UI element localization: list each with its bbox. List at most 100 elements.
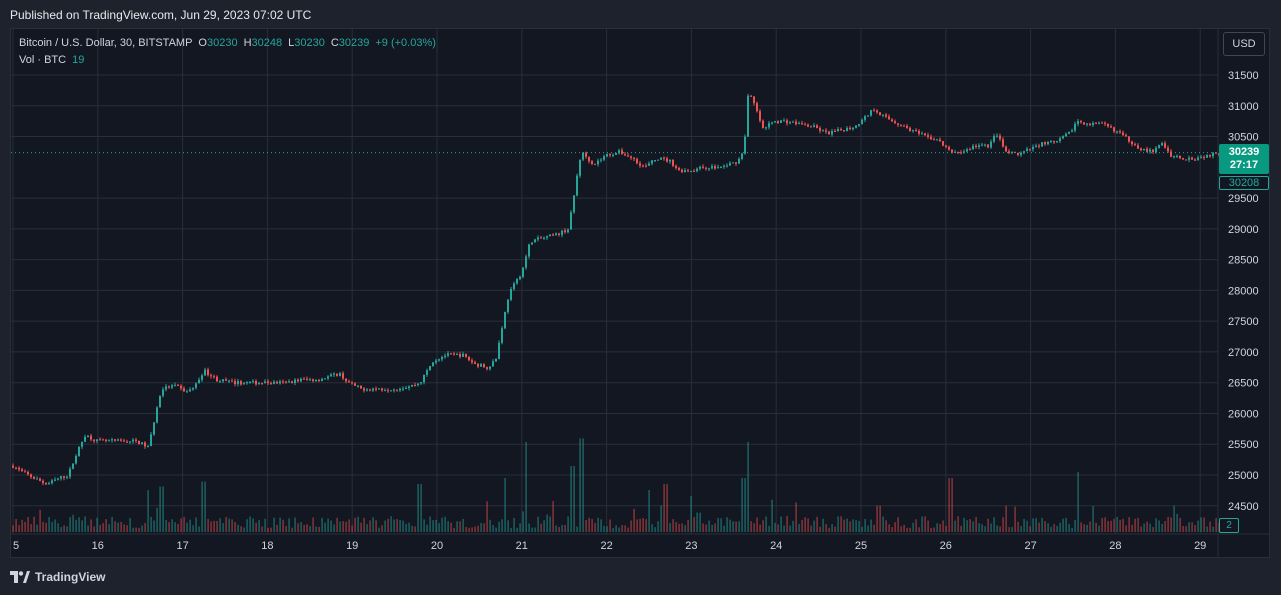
legend-symbol[interactable]: Bitcoin / U.S. Dollar, 30, BITSTAMP	[19, 37, 193, 49]
candle-body	[357, 385, 359, 387]
volume-bar	[1044, 521, 1046, 532]
candle-body	[423, 374, 425, 383]
candle-body	[1008, 151, 1010, 154]
candle-body	[696, 168, 698, 172]
volume-bar	[765, 516, 767, 532]
candle-body	[723, 165, 725, 167]
volume-bar	[231, 519, 233, 532]
candle-body	[549, 234, 551, 237]
candle-body	[174, 384, 176, 386]
volume-bar	[507, 520, 509, 532]
volume-bar	[984, 526, 986, 532]
candle-body	[435, 360, 437, 363]
volume-bar	[246, 519, 248, 532]
volume-bar	[1095, 522, 1097, 532]
volume-bar	[408, 522, 410, 532]
volume-bar	[165, 520, 167, 532]
price-chart-svg[interactable]: 5 16 17 18 19 20 21 22 23 24 25 26 27 28 29 31500 31000 3…	[11, 29, 1269, 557]
brand-name: TradingView	[35, 570, 106, 584]
volume-bar	[690, 496, 692, 532]
candle-body	[930, 136, 932, 140]
chart-frame[interactable]: 5 16 17 18 19 20 21 22 23 24 25 26 27 28 29 31500 31000 3…	[10, 28, 1270, 558]
volume-bar	[801, 519, 803, 532]
volume-bar	[315, 526, 317, 532]
candle-body	[1134, 144, 1136, 146]
volume-bar	[432, 520, 434, 532]
volume-bar	[168, 522, 170, 532]
volume-bar	[702, 523, 704, 532]
volume-bar	[804, 517, 806, 532]
volume-bar	[732, 521, 734, 532]
volume-bar	[846, 518, 848, 532]
candle-body	[657, 159, 659, 161]
volume-bar	[573, 466, 575, 532]
volume-bar	[645, 519, 647, 532]
candle-body	[1149, 149, 1151, 152]
candle-body	[573, 195, 575, 213]
legend-volume-value: 19	[72, 54, 85, 66]
volume-bar	[252, 518, 254, 532]
candle-body	[1047, 141, 1049, 145]
volume-bar	[372, 517, 374, 532]
candle-body	[972, 145, 974, 150]
volume-bar	[1125, 525, 1127, 532]
volume-bar	[762, 520, 764, 532]
candle-body	[105, 439, 107, 441]
volume-bar	[24, 521, 26, 532]
candle-body	[189, 389, 191, 392]
candle-body	[894, 121, 896, 124]
volume-bar	[555, 525, 557, 532]
volume-bar	[1209, 521, 1211, 532]
candle-body	[888, 116, 890, 120]
currency-button[interactable]: USD	[1223, 32, 1265, 56]
volume-bar	[897, 517, 899, 532]
candle-body	[366, 389, 368, 391]
candle-body	[999, 135, 1001, 140]
brand[interactable]: TradingView	[10, 570, 105, 584]
candle-body	[414, 385, 416, 387]
candle-body	[456, 354, 458, 356]
candle-body	[114, 439, 116, 441]
legend-high-value: 30248	[251, 37, 283, 49]
x-tick-label: 18	[261, 540, 273, 552]
candle-body	[1080, 121, 1082, 123]
volume-bar	[192, 525, 194, 532]
candle-body	[942, 141, 944, 146]
volume-bar	[834, 526, 836, 532]
candle-body	[666, 158, 668, 162]
volume-bar	[921, 516, 923, 532]
volume-bar	[714, 523, 716, 532]
candle-body	[402, 388, 404, 390]
candle-body	[57, 478, 59, 480]
volume-bar	[915, 519, 917, 532]
candle-body	[846, 127, 848, 132]
volume-bar	[906, 527, 908, 532]
volume-bar	[417, 484, 419, 532]
candle-body	[474, 362, 476, 364]
volume-bar	[1050, 526, 1052, 532]
volume-bar	[177, 523, 179, 532]
candle-body	[147, 445, 149, 447]
volume-bar	[297, 523, 299, 532]
candle-body	[1041, 142, 1043, 147]
candle-body	[864, 116, 866, 120]
volume-bar	[1107, 520, 1109, 532]
y-tick-label: 26000	[1228, 408, 1259, 420]
volume-bar	[132, 527, 134, 532]
volume-bar	[822, 518, 824, 532]
volume-bar	[504, 478, 506, 532]
volume-bar	[117, 522, 119, 532]
volume-bar	[1212, 526, 1214, 532]
candle-body	[285, 381, 287, 383]
volume-bar	[909, 527, 911, 532]
candle-body	[1164, 143, 1166, 148]
volume-bar	[462, 518, 464, 532]
volume-bar	[381, 525, 383, 532]
volume-bar	[264, 518, 266, 532]
y-tick-label: 26500	[1228, 378, 1259, 390]
volume-bar	[963, 517, 965, 532]
candle-body	[552, 234, 554, 236]
candle-body	[72, 463, 74, 469]
volume-bar	[1137, 517, 1139, 532]
candle-body	[735, 162, 737, 164]
